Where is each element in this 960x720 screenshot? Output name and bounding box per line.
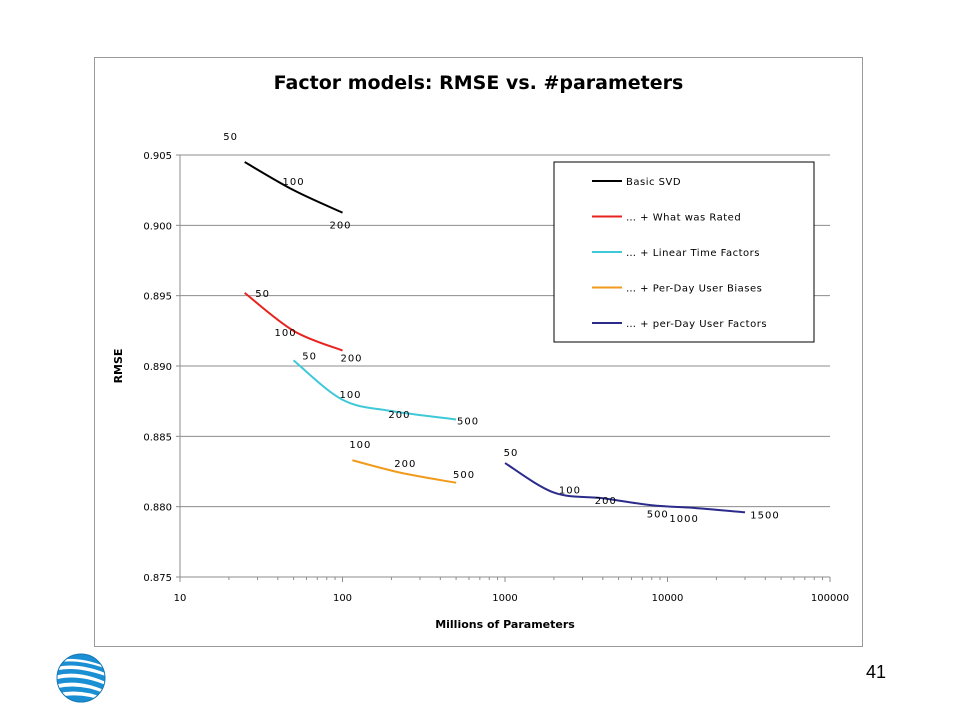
- y-tick-label: 0.880: [143, 503, 172, 514]
- point-label: 100: [559, 486, 581, 497]
- point-label: 1500: [750, 510, 779, 521]
- point-label: 500: [457, 416, 479, 427]
- series-line-4: [352, 459, 457, 484]
- y-tick-label: 0.890: [143, 362, 172, 373]
- x-tick-label: 100000: [811, 593, 849, 604]
- series-line-1: [244, 161, 343, 214]
- point-label: 200: [394, 459, 416, 470]
- point-label: 50: [302, 351, 317, 362]
- legend-label: … + What was Rated: [626, 213, 741, 224]
- y-axis-title: RMSE: [112, 349, 125, 384]
- series-line-2: [244, 292, 343, 352]
- x-tick-label: 100: [333, 593, 352, 604]
- att-globe-icon: [56, 653, 106, 703]
- point-label: 1000: [669, 514, 698, 525]
- point-label: 100: [339, 390, 361, 401]
- y-tick-label: 0.875: [143, 573, 172, 584]
- y-tick-label: 0.905: [143, 151, 172, 162]
- point-label: 100: [275, 328, 297, 339]
- y-tick-label: 0.885: [143, 432, 172, 443]
- x-tick-label: 10: [174, 593, 187, 604]
- point-label: 200: [595, 496, 617, 507]
- y-tick-label: 0.900: [143, 221, 172, 232]
- point-label: 500: [453, 470, 475, 481]
- x-tick-label: 1000: [492, 593, 517, 604]
- x-axis-title: Millions of Parameters: [435, 618, 575, 631]
- legend-label: … + Per-Day User Biases: [626, 284, 762, 295]
- point-label: 200: [388, 410, 410, 421]
- point-label: 50: [223, 132, 238, 143]
- point-label: 200: [340, 354, 362, 365]
- legend-label: … + Linear Time Factors: [626, 248, 760, 259]
- x-tick-label: 10000: [652, 593, 684, 604]
- legend-label: … + per-Day User Factors: [626, 319, 767, 330]
- point-label: 200: [329, 221, 351, 232]
- point-label: 500: [647, 509, 669, 520]
- y-tick-label: 0.895: [143, 292, 172, 303]
- point-label: 100: [283, 177, 305, 188]
- series-line-5: [504, 462, 746, 514]
- legend-label: Basic SVD: [626, 177, 681, 188]
- point-label: 100: [349, 440, 371, 451]
- point-label: 50: [504, 448, 519, 459]
- series-line-3: [292, 359, 457, 421]
- point-label: 50: [255, 289, 270, 300]
- page-number: 41: [866, 662, 887, 682]
- chart-title: Factor models: RMSE vs. #parameters: [273, 72, 684, 94]
